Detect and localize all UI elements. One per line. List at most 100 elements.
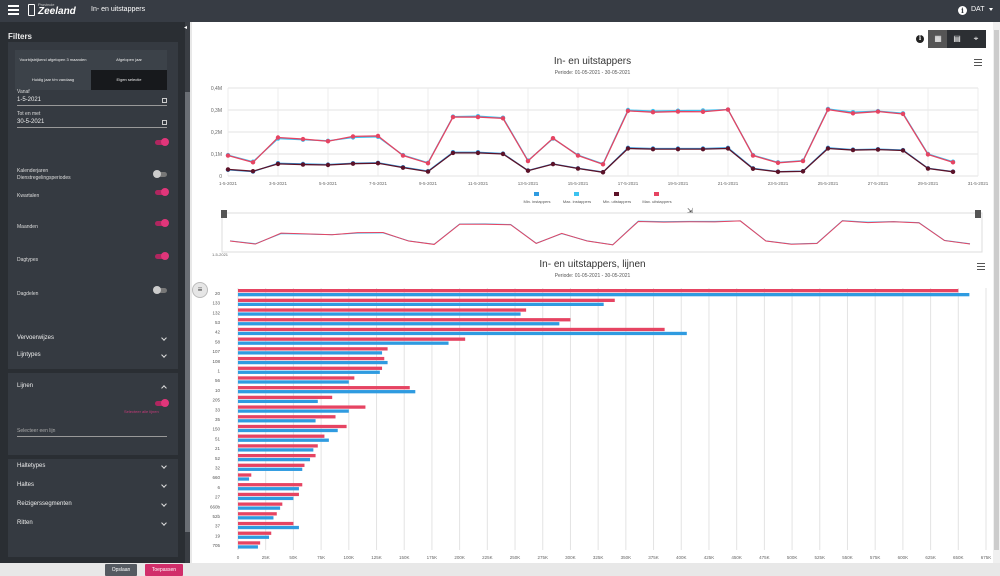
data-point[interactable] bbox=[325, 162, 331, 168]
data-point[interactable] bbox=[900, 148, 906, 153]
sidebar-scroll-thumb[interactable] bbox=[185, 92, 190, 532]
data-point[interactable] bbox=[300, 162, 306, 167]
data-point[interactable] bbox=[450, 150, 456, 156]
bar[interactable] bbox=[238, 327, 665, 332]
bar[interactable] bbox=[238, 347, 388, 351]
data-point[interactable] bbox=[750, 166, 756, 171]
bar[interactable] bbox=[238, 473, 252, 477]
bar[interactable] bbox=[238, 438, 329, 442]
legend-swatch[interactable] bbox=[534, 192, 539, 196]
bar[interactable] bbox=[238, 525, 299, 530]
data-point[interactable] bbox=[500, 151, 506, 157]
section-header[interactable]: Lijntypes bbox=[17, 352, 41, 358]
chevron-down-icon[interactable] bbox=[989, 8, 993, 11]
chart-menu-icon[interactable] bbox=[974, 59, 982, 66]
data-point[interactable] bbox=[375, 161, 381, 166]
data-point[interactable] bbox=[500, 116, 506, 121]
bar[interactable] bbox=[238, 453, 316, 458]
bar[interactable] bbox=[238, 512, 277, 516]
data-point[interactable] bbox=[450, 114, 456, 120]
info-icon[interactable]: i bbox=[916, 35, 924, 43]
bar[interactable] bbox=[238, 302, 604, 307]
data-point[interactable] bbox=[775, 160, 781, 165]
data-point[interactable] bbox=[250, 168, 256, 174]
bar[interactable] bbox=[238, 463, 305, 467]
calendar-icon[interactable] bbox=[162, 120, 167, 125]
period-preset-button[interactable]: Voorbijstrijkend afgelopen 3 maanden bbox=[15, 50, 91, 70]
data-point[interactable] bbox=[550, 135, 556, 141]
bar[interactable] bbox=[238, 477, 250, 481]
logo-text[interactable]: Zeeland bbox=[38, 6, 76, 17]
data-point[interactable] bbox=[625, 146, 631, 151]
data-point[interactable] bbox=[850, 111, 856, 116]
data-point[interactable] bbox=[850, 147, 856, 153]
data-point[interactable] bbox=[875, 147, 881, 152]
to-date-field[interactable]: 30-5-2021 bbox=[17, 119, 167, 128]
data-point[interactable] bbox=[675, 146, 681, 152]
data-point[interactable] bbox=[800, 158, 806, 164]
legend-swatch[interactable] bbox=[574, 192, 579, 196]
data-point[interactable] bbox=[825, 107, 831, 112]
bar[interactable] bbox=[238, 308, 527, 312]
data-point[interactable] bbox=[600, 170, 606, 175]
bar[interactable] bbox=[238, 351, 383, 355]
data-point[interactable] bbox=[725, 146, 731, 151]
navigator[interactable] bbox=[221, 212, 983, 253]
chart-menu-icon[interactable] bbox=[977, 263, 985, 270]
toggle-switch[interactable] bbox=[155, 188, 169, 196]
data-point[interactable] bbox=[250, 160, 256, 165]
bar[interactable] bbox=[238, 424, 347, 429]
navigator-handle[interactable] bbox=[221, 210, 227, 218]
info-icon[interactable]: i bbox=[958, 6, 967, 15]
period-preset-button[interactable]: Afgelopen jaar bbox=[91, 50, 167, 70]
bar[interactable] bbox=[238, 331, 687, 336]
data-point[interactable] bbox=[650, 110, 656, 115]
data-point[interactable] bbox=[950, 169, 956, 175]
data-point[interactable] bbox=[325, 139, 331, 144]
data-point[interactable] bbox=[800, 169, 806, 174]
bar[interactable] bbox=[238, 434, 325, 438]
data-point[interactable] bbox=[550, 161, 556, 167]
data-point[interactable] bbox=[300, 136, 306, 142]
table-view-icon[interactable]: ▦ bbox=[928, 30, 948, 48]
bar[interactable] bbox=[238, 405, 366, 409]
bar[interactable] bbox=[238, 492, 299, 497]
data-point[interactable] bbox=[625, 108, 631, 114]
bar[interactable] bbox=[238, 448, 314, 452]
bar[interactable] bbox=[238, 541, 261, 545]
bar[interactable] bbox=[238, 293, 970, 297]
bar[interactable] bbox=[238, 376, 355, 380]
bar[interactable] bbox=[238, 409, 349, 413]
bar[interactable] bbox=[238, 521, 294, 526]
data-point[interactable] bbox=[575, 166, 581, 171]
data-point[interactable] bbox=[425, 169, 431, 174]
bar[interactable] bbox=[238, 516, 274, 520]
bar[interactable] bbox=[238, 322, 560, 326]
bar[interactable] bbox=[238, 399, 318, 404]
section-header[interactable]: Vervoerwijzes bbox=[17, 335, 55, 341]
bar[interactable] bbox=[238, 337, 466, 341]
bar[interactable] bbox=[238, 395, 333, 400]
data-point[interactable] bbox=[400, 153, 406, 158]
bar[interactable] bbox=[238, 487, 299, 491]
data-point[interactable] bbox=[775, 169, 781, 175]
data-point[interactable] bbox=[350, 161, 356, 166]
bar[interactable] bbox=[238, 428, 338, 433]
legend-swatch[interactable] bbox=[614, 192, 619, 196]
save-button[interactable]: Opslaan bbox=[105, 564, 137, 576]
data-point[interactable] bbox=[825, 146, 831, 151]
bar[interactable] bbox=[238, 535, 270, 539]
toggle-switch[interactable] bbox=[155, 219, 169, 227]
from-date-field[interactable]: 1-5-2021 bbox=[17, 97, 167, 106]
legend-item[interactable]: Max. instappers bbox=[563, 199, 591, 204]
data-point[interactable] bbox=[700, 109, 706, 114]
data-point[interactable] bbox=[525, 168, 531, 173]
lijn-select-input[interactable]: Selecteer een lijn bbox=[17, 428, 167, 437]
data-point[interactable] bbox=[425, 161, 431, 166]
data-point[interactable] bbox=[350, 134, 356, 139]
section-header[interactable]: Haltetypes bbox=[17, 463, 46, 469]
toggle-switch[interactable] bbox=[155, 138, 169, 146]
bar[interactable] bbox=[238, 531, 272, 535]
data-point[interactable] bbox=[750, 153, 756, 158]
data-point[interactable] bbox=[275, 161, 281, 167]
